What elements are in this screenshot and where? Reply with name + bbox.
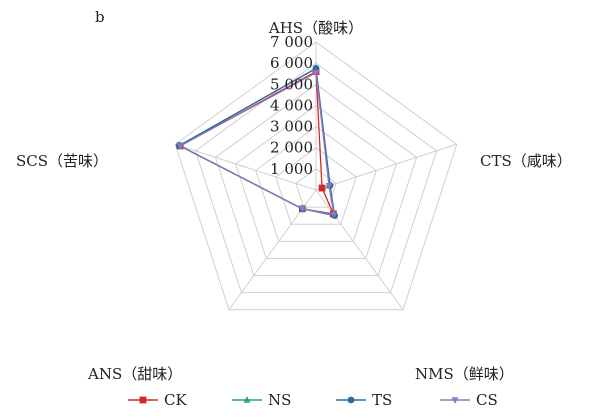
spoke-2 xyxy=(315,143,457,191)
grid-ring-6 xyxy=(194,62,438,294)
tick-label: 3 000 xyxy=(270,118,313,136)
axis-labels: AHS（酸味） CTS（咸味） NMS（鲜味） ANS（甜味） SCS（苦味） xyxy=(16,19,572,383)
axis-label: NMS（鲜味） xyxy=(415,365,514,383)
legend-item-cs: CS xyxy=(440,391,498,409)
data-point xyxy=(318,184,326,192)
grid-ring-5 xyxy=(214,83,418,277)
data-point xyxy=(139,396,147,404)
legend-label: TS xyxy=(372,391,392,409)
axis-label: SCS（苦味） xyxy=(16,152,108,170)
legend-item-ts: TS xyxy=(336,391,392,409)
legend-label: NS xyxy=(268,391,291,409)
tick-label: 1 000 xyxy=(270,160,313,178)
series-ts xyxy=(175,65,339,220)
grid-ring-1 xyxy=(295,168,337,208)
axis-label: CTS（咸味） xyxy=(480,152,572,170)
grid-ring-3 xyxy=(255,125,377,242)
legend-label: CK xyxy=(164,391,187,409)
axis-label: ANS（甜味） xyxy=(87,365,182,383)
series-group xyxy=(175,64,339,220)
spoke-5 xyxy=(175,143,317,191)
tick-label: 6 000 xyxy=(270,54,313,72)
grid-ring-7 xyxy=(174,41,458,311)
grid-ring-4 xyxy=(234,104,398,259)
data-point xyxy=(312,69,320,77)
tick-label: 7 000 xyxy=(270,33,313,51)
data-point xyxy=(243,396,251,403)
data-point xyxy=(176,143,184,150)
data-point xyxy=(347,396,355,404)
axis-label: AHS（酸味） xyxy=(268,19,363,37)
panel-label: b xyxy=(95,8,105,26)
tick-label: 5 000 xyxy=(270,75,313,93)
data-point xyxy=(325,182,333,190)
spoke-3 xyxy=(315,189,404,311)
legend: CK NS TS CS xyxy=(128,391,498,409)
tick-label: 4 000 xyxy=(270,96,313,114)
radar-grid xyxy=(174,41,458,311)
tick-label: 2 000 xyxy=(270,139,313,157)
legend-item-ck: CK xyxy=(128,391,187,409)
grid-ring-2 xyxy=(275,147,357,225)
data-point xyxy=(298,206,306,213)
legend-item-ns: NS xyxy=(232,391,291,409)
tick-labels: 1 000 2 000 3 000 4 000 5 000 6 000 7 000 xyxy=(270,33,313,178)
series-line xyxy=(178,71,335,216)
data-point xyxy=(330,212,338,219)
data-point xyxy=(451,397,459,404)
series-cs xyxy=(176,69,338,219)
legend-label: CS xyxy=(476,391,498,409)
